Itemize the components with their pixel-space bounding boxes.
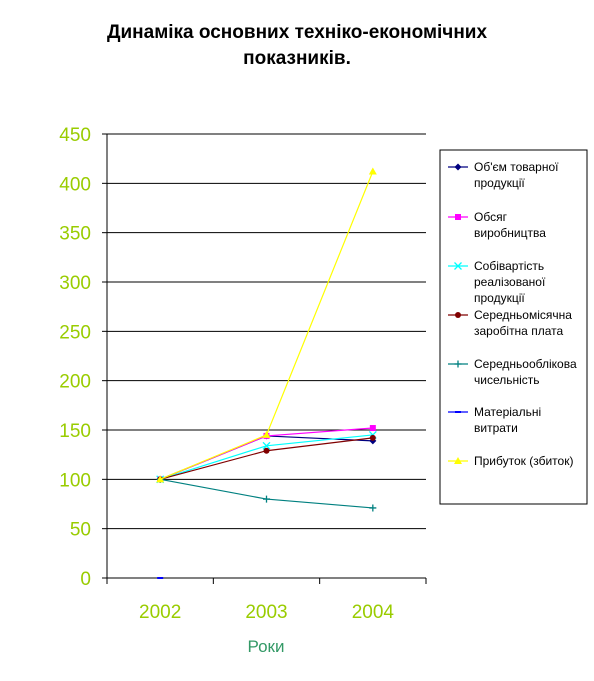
gridlines: [107, 133, 426, 530]
legend: Об'єм товарної продукції Обсяг виробництва С…: [439, 149, 588, 505]
data-point-marker: [262, 430, 271, 438]
series-5: [156, 475, 377, 512]
y-tick-label: 100: [59, 470, 91, 491]
y-tick-label: 350: [59, 224, 91, 245]
data-point-marker: [454, 360, 462, 368]
y-tick-label: 0: [80, 569, 91, 590]
legend-label: Собівартість: [474, 259, 544, 273]
y-tick-label: 300: [59, 273, 91, 294]
series-4: [157, 434, 376, 483]
series-line: [159, 435, 373, 480]
x-tick-label: 2004: [352, 602, 395, 623]
data-point-marker: [368, 167, 377, 175]
legend-item: Матеріальні витрати: [448, 405, 541, 435]
x-tick-label: 2003: [245, 602, 287, 623]
legend-label: витрати: [474, 421, 518, 435]
data-point-marker: [455, 312, 461, 318]
y-tick-label: 150: [59, 421, 91, 442]
legend-label: Середньомісячна: [474, 308, 572, 322]
y-tick-label: 450: [59, 125, 91, 146]
data-point-marker: [263, 447, 270, 454]
data-point-marker: [262, 441, 271, 450]
legend-label: виробництва: [474, 226, 546, 240]
legend-item: Середньооблікова чисельність: [448, 357, 577, 387]
legend-item: Середньомісячна заробітна плата: [448, 308, 572, 338]
data-point-marker: [369, 504, 377, 512]
data-point-marker: [454, 163, 462, 171]
x-axis-ticks: 2002 2003 2004: [106, 578, 427, 623]
series-line: [160, 437, 373, 480]
data-point-marker: [455, 214, 461, 220]
chart-title-line-1: Динаміка основних техніко-економічних: [106, 22, 488, 43]
y-tick-label: 400: [59, 174, 91, 195]
series-7: [156, 167, 377, 483]
y-tick-label: 200: [59, 372, 91, 393]
series-1: [156, 432, 377, 483]
legend-label: реалізованої: [474, 275, 546, 289]
axes: [106, 134, 426, 579]
x-tick-label: 2002: [139, 602, 181, 623]
y-tick-label: 50: [70, 520, 91, 541]
legend-label: Прибуток (збиток): [474, 454, 573, 468]
data-point-marker: [369, 434, 376, 441]
legend-label: заробітна плата: [474, 324, 563, 338]
legend-label: Об'єм товарної: [474, 160, 559, 174]
y-axis-ticks: 0 50 100 150 200 250 300 350 400 450: [59, 125, 107, 590]
data-point-marker: [369, 425, 376, 432]
legend-item: Собівартість реалізованої продукції: [448, 259, 546, 305]
data-point-marker: [454, 262, 462, 270]
series-line: [160, 478, 373, 509]
legend-item: Обсяг виробництва: [448, 210, 546, 240]
legend-label: продукції: [474, 291, 525, 305]
legend-label: Середньооблікова: [474, 357, 577, 371]
legend-item: Об'єм товарної продукції: [448, 160, 559, 190]
legend-box: [439, 149, 588, 505]
legend-label: Матеріальні: [474, 405, 541, 419]
chart-title: Динаміка основних техніко-економічних по…: [40, 20, 554, 72]
series-lines: [156, 167, 377, 579]
data-point-marker: [156, 475, 165, 483]
legend-item: Прибуток (збиток): [448, 454, 573, 468]
data-point-marker: [263, 495, 270, 503]
legend-label: Обсяг: [474, 210, 508, 224]
legend-label: продукції: [474, 176, 525, 190]
chart-title-line-2: показників.: [243, 48, 351, 69]
data-point-marker: [454, 457, 462, 464]
y-tick-label: 250: [59, 322, 91, 343]
legend-label: чисельність: [474, 373, 540, 387]
x-axis-label: Роки: [248, 637, 285, 656]
